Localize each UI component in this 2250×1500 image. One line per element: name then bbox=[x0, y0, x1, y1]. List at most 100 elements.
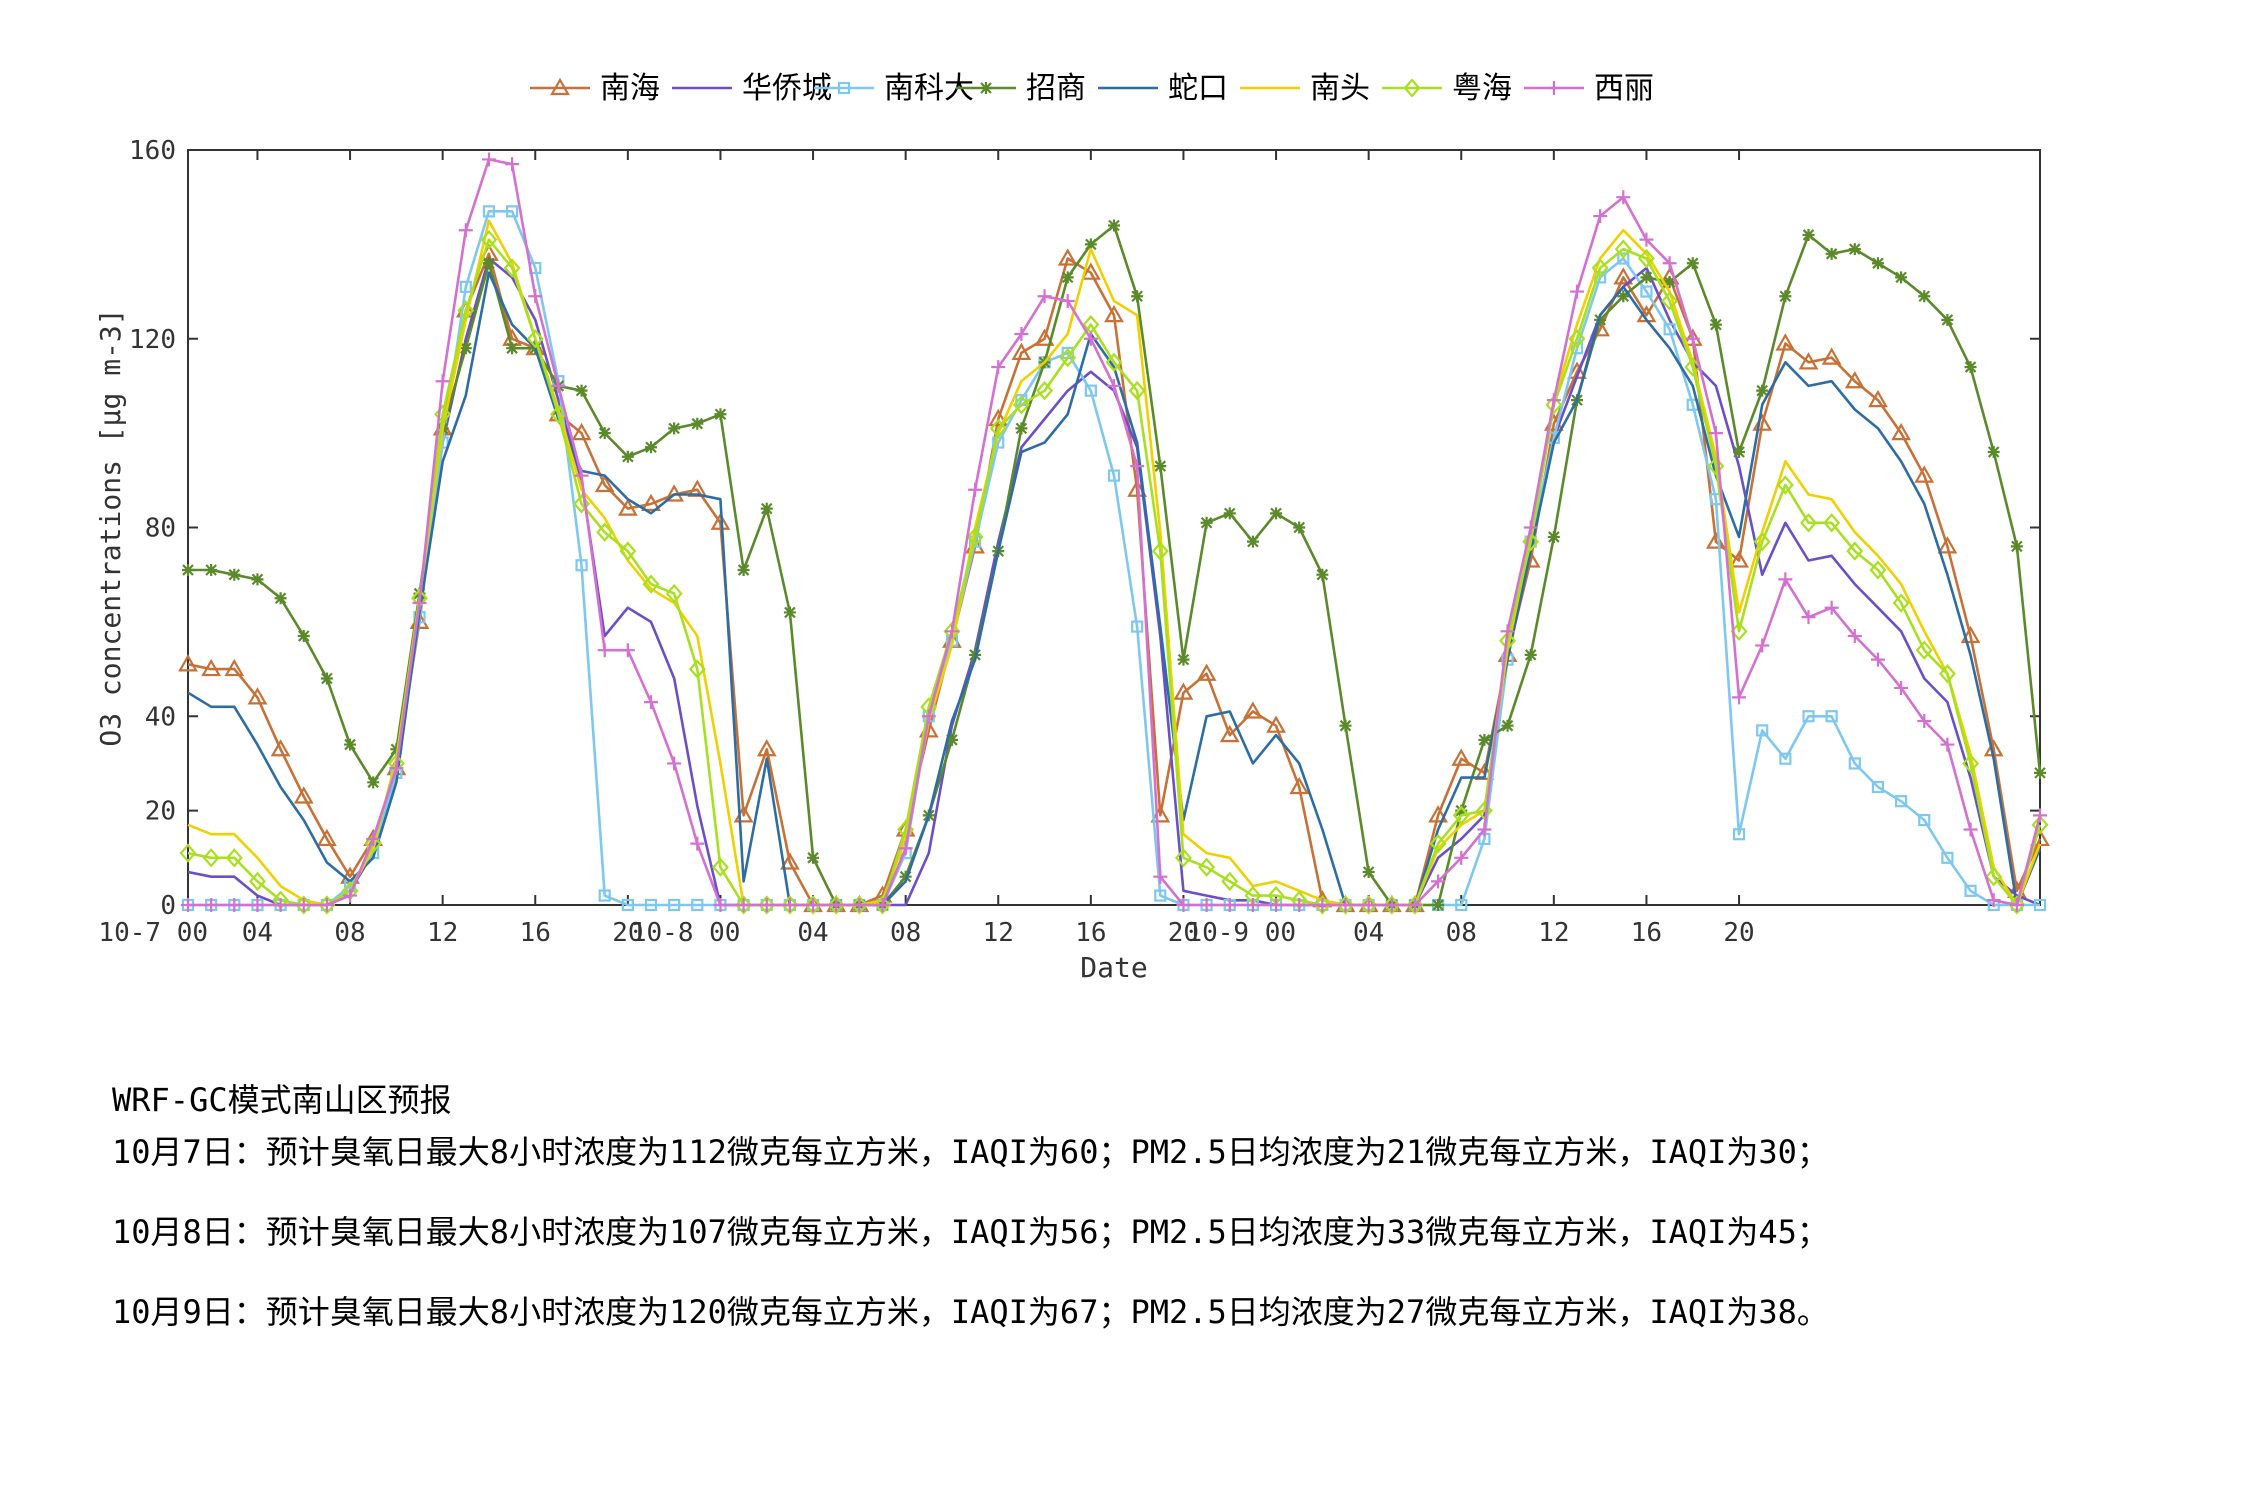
data-point bbox=[1753, 531, 1771, 552]
data-point bbox=[1316, 568, 1329, 581]
data-point bbox=[1594, 271, 1607, 284]
data-point bbox=[571, 422, 592, 441]
data-point bbox=[1270, 507, 1283, 520]
data-point bbox=[688, 659, 706, 679]
data-point bbox=[295, 895, 313, 915]
data-point bbox=[1964, 884, 1977, 897]
data-point bbox=[575, 559, 588, 572]
data-point bbox=[1478, 733, 1491, 746]
data-point bbox=[783, 606, 796, 619]
data-point bbox=[227, 898, 242, 912]
data-point bbox=[1846, 541, 1864, 561]
data-point bbox=[991, 360, 1006, 375]
data-point bbox=[1871, 780, 1885, 794]
data-point bbox=[178, 654, 198, 672]
data-point bbox=[1198, 857, 1216, 877]
data-point bbox=[1868, 389, 1888, 408]
data-point bbox=[1684, 357, 1702, 377]
data-point bbox=[274, 592, 287, 605]
data-point bbox=[898, 841, 913, 856]
data-point bbox=[968, 482, 983, 497]
data-point bbox=[1154, 460, 1167, 473]
data-point bbox=[1266, 715, 1286, 733]
data-point bbox=[1914, 465, 1935, 483]
data-point bbox=[1546, 393, 1561, 408]
data-point bbox=[1775, 333, 1796, 351]
data-point bbox=[1870, 652, 1885, 667]
data-point bbox=[1174, 848, 1192, 868]
data-point bbox=[966, 527, 984, 547]
data-point bbox=[389, 761, 404, 776]
legend-item: 蛇口 bbox=[1098, 71, 1228, 106]
data-point bbox=[1131, 620, 1144, 633]
data-point bbox=[1153, 869, 1168, 884]
data-point bbox=[714, 408, 727, 421]
data-point bbox=[367, 776, 380, 789]
series-2 bbox=[181, 205, 2047, 912]
data-point bbox=[1407, 898, 1422, 912]
data-point bbox=[645, 441, 657, 454]
data-point bbox=[619, 541, 637, 561]
data-point bbox=[713, 898, 728, 912]
data-point bbox=[621, 450, 634, 463]
data-point bbox=[620, 643, 635, 658]
data-point bbox=[1429, 833, 1447, 854]
o3-line-chart: 南海 华侨城 南科大 招商 蛇口 南头 粤海 西丽 0 20 40 80 120 160 10-7 00… bbox=[94, 71, 2050, 984]
data-point bbox=[1151, 541, 1169, 561]
data-point bbox=[1895, 271, 1908, 284]
data-point bbox=[1431, 874, 1446, 889]
forecast-line-day3: 10月9日：预计臭氧日最大8小时浓度为120微克每立方米，IAQI为67；PM2… bbox=[112, 1293, 1829, 1331]
chart-legend: 南海 华侨城 南科大 招商 蛇口 南头 粤海 西丽 bbox=[530, 71, 1654, 106]
data-point bbox=[1938, 664, 1956, 684]
data-point bbox=[850, 895, 868, 915]
data-point bbox=[201, 658, 222, 677]
forecast-title: WRF-GC模式南山区预报 bbox=[112, 1081, 452, 1119]
data-point bbox=[1729, 550, 1749, 568]
data-point bbox=[1962, 753, 1980, 774]
data-point bbox=[204, 898, 219, 912]
data-point bbox=[1289, 776, 1310, 795]
data-point bbox=[980, 82, 992, 94]
data-point bbox=[1847, 629, 1862, 644]
series-7 bbox=[181, 152, 2047, 912]
data-point bbox=[598, 427, 611, 440]
data-point bbox=[228, 568, 241, 581]
data-point bbox=[988, 408, 1009, 427]
data-point bbox=[1292, 898, 1307, 912]
data-point bbox=[202, 848, 220, 868]
data-point bbox=[296, 898, 311, 912]
data-point bbox=[1640, 271, 1653, 284]
data-point bbox=[225, 848, 243, 868]
data-point bbox=[641, 493, 661, 512]
data-point bbox=[1570, 342, 1584, 355]
y-tick-label: 160 bbox=[129, 136, 176, 166]
series-5 bbox=[187, 219, 2042, 907]
data-point bbox=[1802, 710, 1815, 723]
data-point bbox=[435, 374, 450, 389]
data-point bbox=[1500, 624, 1515, 639]
data-point bbox=[1455, 898, 1468, 912]
data-point bbox=[179, 843, 197, 863]
data-point bbox=[759, 898, 774, 912]
data-point bbox=[1501, 719, 1514, 732]
data-point bbox=[297, 630, 310, 643]
data-point bbox=[1733, 446, 1746, 458]
y-axis-title: O3 concentrations [μg m-3] bbox=[94, 308, 127, 746]
data-point bbox=[1362, 865, 1375, 878]
data-point bbox=[1940, 737, 1955, 752]
data-point bbox=[505, 157, 520, 172]
x-tick-label: 16 bbox=[520, 918, 551, 948]
data-point bbox=[1707, 456, 1725, 476]
data-point bbox=[506, 205, 519, 218]
y-tick-label: 80 bbox=[145, 514, 176, 544]
x-tick-label: 20 bbox=[612, 918, 643, 948]
data-point bbox=[1639, 232, 1654, 247]
legend-item: 华侨城 bbox=[672, 71, 832, 106]
y-axis: 0 20 40 80 120 160 bbox=[129, 136, 2040, 921]
data-point bbox=[482, 257, 495, 270]
data-point bbox=[270, 739, 291, 757]
data-point bbox=[943, 621, 961, 641]
data-point bbox=[621, 898, 634, 912]
data-point bbox=[1061, 271, 1074, 284]
data-point bbox=[1083, 331, 1098, 346]
